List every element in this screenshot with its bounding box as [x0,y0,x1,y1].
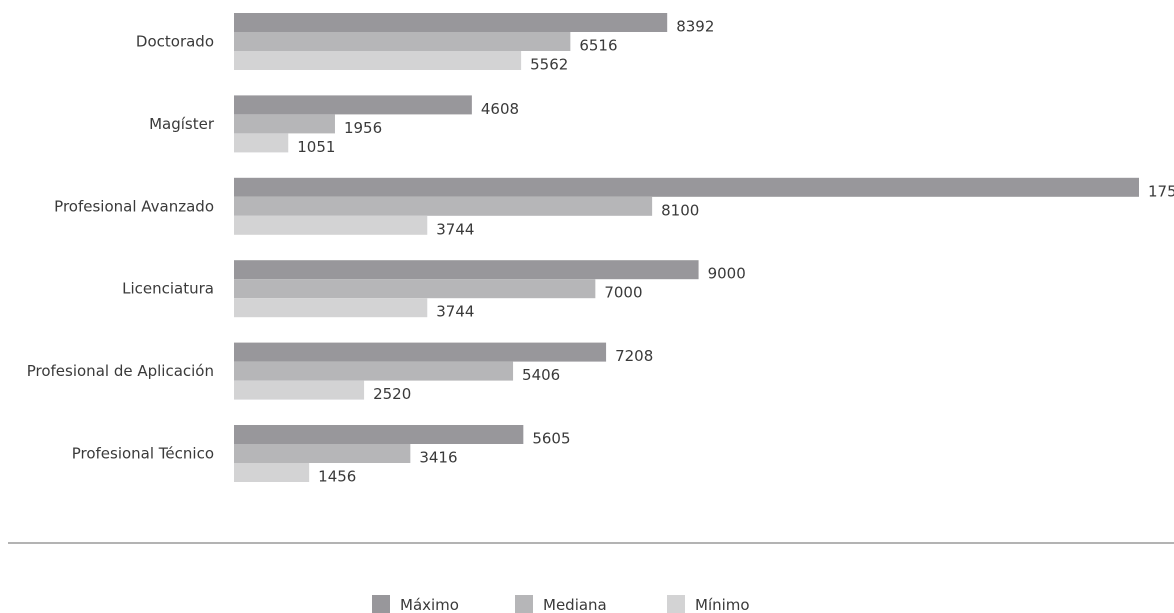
data-label: 3416 [419,449,457,467]
bar [234,380,365,400]
bar [234,279,596,299]
data-label: 1051 [297,138,335,156]
category-label: Profesional de Aplicación [27,362,214,380]
data-label: 8100 [661,201,699,219]
bar [234,215,428,235]
bar [234,463,310,482]
plot-area: Doctorado 8392 6516 5562 Magíster 4608 1956 105… [27,13,1174,486]
data-label: 2520 [373,385,411,403]
data-label: 5406 [522,366,560,384]
data-label: 3744 [436,303,474,321]
bar [234,32,571,51]
legend-swatch [372,595,390,613]
legend-label: Mínimo [695,596,750,613]
data-label: 5562 [530,56,568,74]
data-label: 5605 [532,430,570,448]
data-label: 1956 [344,119,382,137]
bar [234,260,699,280]
bar [234,133,289,153]
category-label: Profesional Avanzado [54,197,214,215]
data-label: 9000 [708,265,746,283]
data-label: 8392 [676,18,714,36]
bar [234,196,653,216]
data-label: 1456 [318,468,356,486]
legend-label: Mediana [543,596,607,613]
bar [234,13,668,32]
bar [234,425,524,444]
category-label: Doctorado [136,33,214,51]
bar [234,177,1139,197]
category-label: Licenciatura [122,280,214,298]
data-label: 3744 [436,220,474,238]
category-label: Magíster [149,115,215,133]
bar [234,361,514,381]
legend-swatch [515,595,533,613]
bar [234,342,607,362]
legend-label: Máximo [400,596,459,613]
legend-swatch [667,595,685,613]
legend: Máximo Mediana Mínimo [372,595,750,613]
data-label: 7208 [615,347,653,365]
bar [234,51,522,70]
data-label: 4608 [481,100,519,118]
bar [234,114,335,134]
bar [234,298,428,318]
data-label: 17532 [1148,182,1174,200]
bar [234,95,472,115]
data-label: 7000 [604,284,642,302]
bar [234,444,411,463]
category-label: Profesional Técnico [72,445,214,463]
data-label: 6516 [579,37,617,55]
